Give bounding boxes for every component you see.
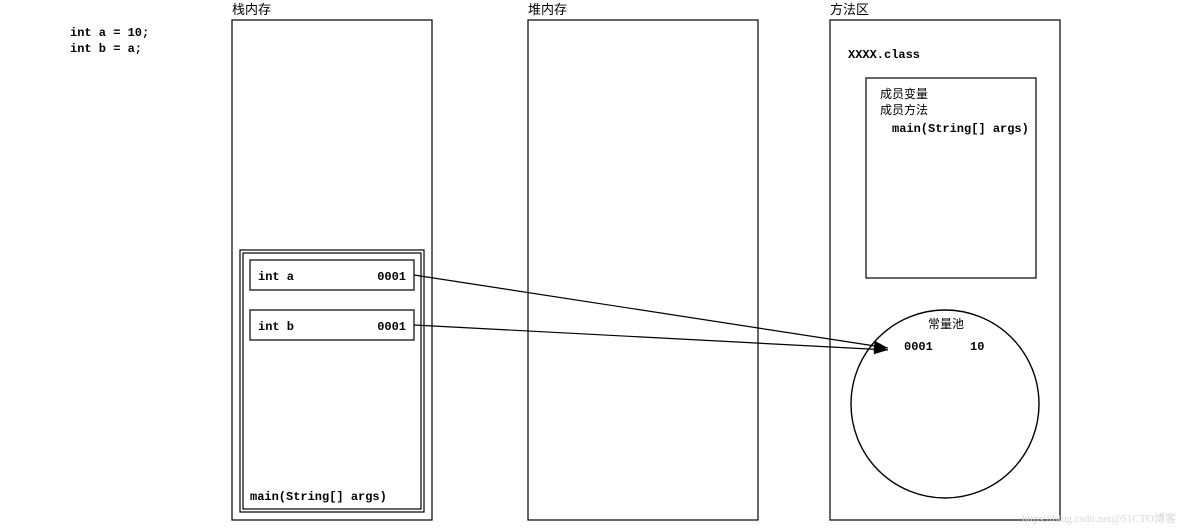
var-a-value: 0001 bbox=[377, 270, 406, 284]
code-line-2: int b = a; bbox=[70, 42, 142, 56]
var-b-name: int b bbox=[258, 320, 294, 334]
code-line-1: int a = 10; bbox=[70, 26, 149, 40]
stack-frame-main: main(String[] args) bbox=[250, 490, 387, 504]
heap-label: 堆内存 bbox=[528, 2, 567, 17]
class-methods-label: 成员方法 bbox=[880, 102, 928, 117]
stack-label: 栈内存 bbox=[232, 2, 271, 17]
class-fields-label: 成员变量 bbox=[880, 86, 928, 101]
const-pool-label: 常量池 bbox=[928, 317, 964, 331]
var-a-name: int a bbox=[258, 270, 294, 284]
class-main-method: main(String[] args) bbox=[892, 122, 1029, 136]
class-label: XXXX.class bbox=[848, 48, 920, 62]
const-pool-value: 10 bbox=[970, 340, 984, 354]
const-pool-addr: 0001 bbox=[904, 340, 933, 354]
method-area-label: 方法区 bbox=[830, 2, 869, 17]
watermark: https://blog.csdn.net@51CTO博客 bbox=[1022, 511, 1176, 525]
var-b-value: 0001 bbox=[377, 320, 406, 334]
